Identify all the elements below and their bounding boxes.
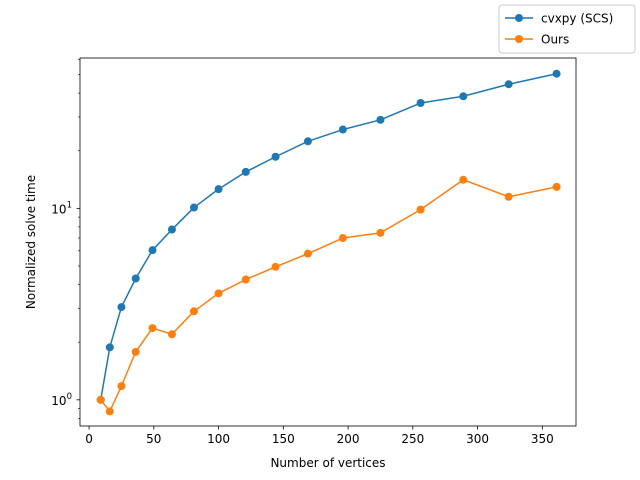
data-point-series-1 (131, 274, 140, 283)
data-point-series-1 (303, 137, 312, 146)
legend-frame (498, 4, 636, 54)
data-point-series-1 (338, 125, 347, 134)
data-point-series-1 (271, 152, 280, 161)
legend-label-2: Ours (541, 33, 569, 47)
data-point-series-2 (148, 324, 157, 333)
data-point-series-2 (552, 182, 561, 191)
x-tick-label: 300 (466, 432, 489, 446)
data-point-series-2 (189, 307, 198, 316)
x-tick-label: 100 (207, 432, 230, 446)
x-tick-label: 150 (272, 432, 295, 446)
data-point-series-2 (271, 262, 280, 271)
axes: 0 50 100 150 200 250 300 350 100 101 (51, 57, 577, 446)
data-point-series-1 (459, 92, 468, 101)
data-point-series-2 (105, 407, 114, 416)
legend-label-1: cvxpy (SCS) (541, 12, 613, 26)
data-point-series-2 (96, 395, 105, 404)
data-point-series-2 (214, 289, 223, 298)
axes-frame (79, 57, 577, 427)
x-tick-label: 0 (85, 432, 93, 446)
data-point-series-2 (459, 175, 468, 184)
x-tick-label: 250 (401, 432, 424, 446)
y-tick-label: 100 (51, 392, 72, 408)
data-point-series-1 (148, 246, 157, 255)
data-point-series-2 (241, 275, 250, 284)
legend-marker-1 (515, 14, 523, 22)
data-point-series-1 (376, 115, 385, 124)
data-point-series-2 (376, 228, 385, 237)
plot-area (96, 69, 561, 416)
data-point-series-1 (167, 225, 176, 234)
y-tick-label: 101 (51, 200, 72, 216)
y-axis-label: Normalized solve time (24, 175, 38, 309)
x-tick-label: 200 (337, 432, 360, 446)
legend-marker-2 (515, 35, 523, 43)
legend: cvxpy (SCS) Ours (498, 4, 636, 54)
data-point-series-2 (338, 234, 347, 243)
data-point-series-2 (117, 382, 126, 391)
data-point-series-2 (504, 192, 513, 201)
data-point-series-1 (552, 69, 561, 78)
data-point-series-1 (241, 167, 250, 176)
data-point-series-1 (105, 343, 114, 352)
x-tick-label: 50 (146, 432, 161, 446)
data-point-series-1 (189, 203, 198, 212)
data-point-series-2 (131, 347, 140, 356)
data-point-series-1 (214, 185, 223, 194)
data-point-series-1 (504, 80, 513, 89)
data-point-series-1 (117, 303, 126, 312)
x-axis-label: Number of vertices (270, 456, 385, 470)
data-point-series-2 (416, 205, 425, 214)
data-point-series-2 (167, 330, 176, 339)
data-point-series-1 (416, 99, 425, 108)
x-tick-label: 350 (531, 432, 554, 446)
data-point-series-2 (303, 249, 312, 258)
